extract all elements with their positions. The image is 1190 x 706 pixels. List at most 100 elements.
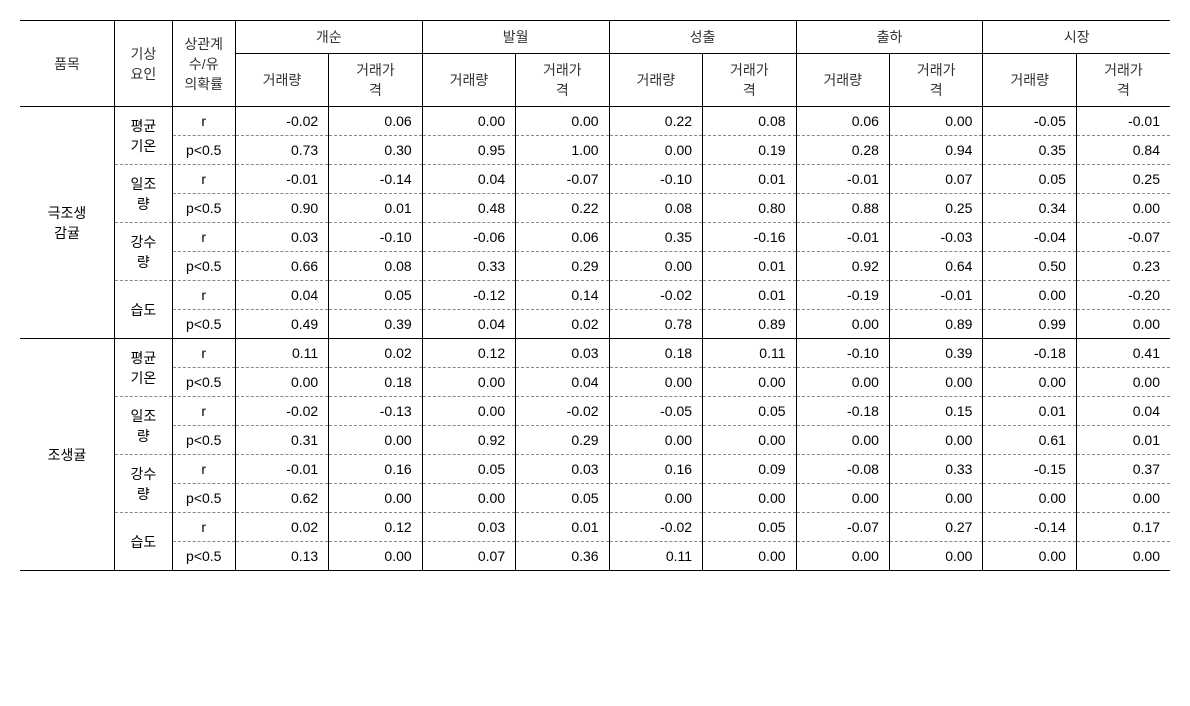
- data-cell: 0.34: [983, 194, 1076, 223]
- data-cell: 0.50: [983, 252, 1076, 281]
- data-cell: 0.01: [516, 513, 609, 542]
- data-cell: 0.23: [1076, 252, 1170, 281]
- data-cell: 0.04: [1076, 397, 1170, 426]
- factor-name: 평균기온: [115, 339, 173, 397]
- stat-p: p<0.5: [172, 252, 235, 281]
- data-cell: 0.00: [983, 484, 1076, 513]
- data-cell: 0.05: [516, 484, 609, 513]
- data-cell: 0.01: [703, 252, 796, 281]
- data-cell: -0.01: [889, 281, 982, 310]
- data-cell: 0.00: [796, 368, 889, 397]
- data-cell: 0.22: [609, 107, 702, 136]
- data-cell: 0.00: [609, 368, 702, 397]
- data-cell: 0.35: [983, 136, 1076, 165]
- data-cell: 0.05: [422, 455, 515, 484]
- correlation-table: 품목기상요인상관계수/유의확률개순발월성출출하시장거래량거래가격거래량거래가격거…: [20, 20, 1170, 571]
- data-cell: 0.00: [983, 281, 1076, 310]
- data-cell: 0.00: [422, 368, 515, 397]
- data-cell: 0.08: [329, 252, 422, 281]
- data-cell: 0.03: [422, 513, 515, 542]
- data-cell: 0.08: [703, 107, 796, 136]
- data-cell: 0.00: [1076, 194, 1170, 223]
- data-cell: 0.17: [1076, 513, 1170, 542]
- data-cell: 0.00: [983, 368, 1076, 397]
- data-cell: 0.00: [703, 484, 796, 513]
- data-cell: -0.12: [422, 281, 515, 310]
- stat-p: p<0.5: [172, 310, 235, 339]
- factor-name: 강수량: [115, 455, 173, 513]
- col-corr: 상관계수/유의확률: [172, 21, 235, 107]
- data-cell: 0.07: [422, 542, 515, 571]
- data-cell: 0.61: [983, 426, 1076, 455]
- data-cell: 0.28: [796, 136, 889, 165]
- data-cell: 0.00: [516, 107, 609, 136]
- data-cell: -0.08: [796, 455, 889, 484]
- data-cell: 0.48: [422, 194, 515, 223]
- data-cell: -0.02: [235, 397, 328, 426]
- data-cell: -0.14: [983, 513, 1076, 542]
- data-cell: 0.00: [609, 252, 702, 281]
- col-price: 거래가격: [1076, 54, 1170, 107]
- data-cell: 0.00: [329, 484, 422, 513]
- data-cell: 0.05: [983, 165, 1076, 194]
- data-cell: 0.01: [703, 165, 796, 194]
- data-cell: -0.02: [235, 107, 328, 136]
- stat-r: r: [172, 455, 235, 484]
- data-cell: 0.03: [516, 455, 609, 484]
- stat-p: p<0.5: [172, 426, 235, 455]
- stat-p: p<0.5: [172, 368, 235, 397]
- data-cell: 0.00: [703, 426, 796, 455]
- data-cell: 0.00: [703, 542, 796, 571]
- data-cell: 0.84: [1076, 136, 1170, 165]
- data-cell: 0.35: [609, 223, 702, 252]
- stat-r: r: [172, 165, 235, 194]
- data-cell: 0.33: [889, 455, 982, 484]
- data-cell: 0.15: [889, 397, 982, 426]
- data-cell: 0.05: [329, 281, 422, 310]
- data-cell: 0.78: [609, 310, 702, 339]
- col-group: 발월: [422, 21, 609, 54]
- data-cell: 0.41: [1076, 339, 1170, 368]
- data-cell: -0.14: [329, 165, 422, 194]
- col-weather-factor: 기상요인: [115, 21, 173, 107]
- data-cell: 0.00: [1076, 542, 1170, 571]
- data-cell: -0.16: [703, 223, 796, 252]
- data-cell: 0.62: [235, 484, 328, 513]
- stat-r: r: [172, 107, 235, 136]
- data-cell: 0.09: [703, 455, 796, 484]
- item-name: 극조생감귤: [20, 107, 115, 339]
- data-cell: 0.00: [796, 310, 889, 339]
- data-cell: 0.00: [796, 426, 889, 455]
- data-cell: 0.02: [329, 339, 422, 368]
- data-cell: 0.49: [235, 310, 328, 339]
- data-cell: 0.01: [329, 194, 422, 223]
- data-cell: 0.00: [235, 368, 328, 397]
- data-cell: 0.00: [422, 397, 515, 426]
- data-cell: 0.00: [889, 368, 982, 397]
- data-cell: 0.06: [329, 107, 422, 136]
- data-cell: 0.89: [889, 310, 982, 339]
- data-cell: -0.02: [609, 281, 702, 310]
- data-cell: 0.11: [609, 542, 702, 571]
- data-cell: -0.05: [983, 107, 1076, 136]
- data-cell: -0.03: [889, 223, 982, 252]
- data-cell: 0.12: [329, 513, 422, 542]
- data-cell: 0.73: [235, 136, 328, 165]
- data-cell: 0.16: [609, 455, 702, 484]
- factor-name: 일조량: [115, 165, 173, 223]
- data-cell: 0.11: [235, 339, 328, 368]
- data-cell: 1.00: [516, 136, 609, 165]
- data-cell: -0.10: [329, 223, 422, 252]
- data-cell: -0.10: [609, 165, 702, 194]
- data-cell: 0.25: [1076, 165, 1170, 194]
- col-group: 개순: [235, 21, 422, 54]
- data-cell: 0.03: [235, 223, 328, 252]
- data-cell: 0.90: [235, 194, 328, 223]
- data-cell: 0.01: [1076, 426, 1170, 455]
- data-cell: -0.18: [796, 397, 889, 426]
- data-cell: 0.29: [516, 252, 609, 281]
- data-cell: 0.00: [1076, 310, 1170, 339]
- stat-p: p<0.5: [172, 194, 235, 223]
- data-cell: 0.00: [796, 484, 889, 513]
- stat-p: p<0.5: [172, 484, 235, 513]
